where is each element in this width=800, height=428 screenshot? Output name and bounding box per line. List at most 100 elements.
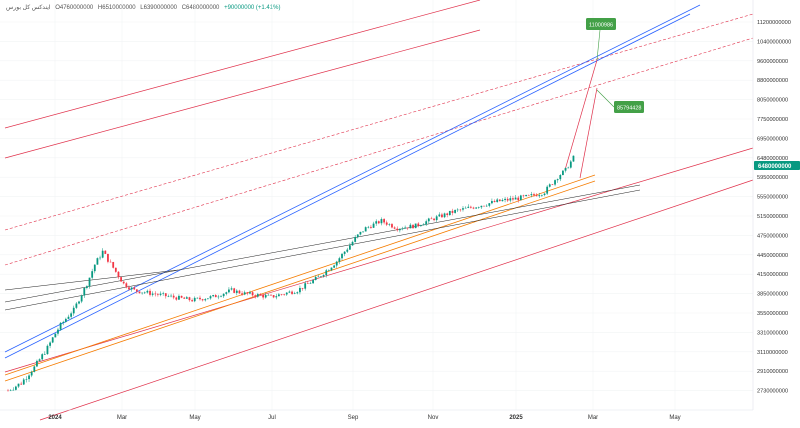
candle-body [125,283,128,288]
candle [270,294,272,296]
candle-body [412,224,414,229]
candle [430,216,433,220]
candle [251,290,254,297]
candle-body [309,283,312,284]
candle-body [480,205,483,208]
candle-body [506,198,509,201]
candle-body [49,342,51,346]
candle [475,207,478,209]
candle [225,291,228,296]
candle-body [377,221,380,224]
candle-body [372,223,375,228]
candle-body [33,366,36,372]
candle [572,155,575,162]
candle-body [401,228,404,230]
candle [25,376,28,383]
candle-body [88,277,91,287]
candle-body [243,292,246,295]
candle [451,208,454,216]
candle-body [388,224,391,225]
target-box-lower[interactable]: 85794428 [614,101,644,113]
candle-body [167,296,170,297]
y-tick-label: 6480000000 [757,156,788,162]
candle [157,293,159,297]
candle-body [291,291,293,294]
candle [143,291,146,294]
candle-body [396,228,399,231]
candle-body [185,297,188,299]
black-trend-3 [4,269,179,291]
candle-body [341,253,343,259]
candle-body [417,223,420,226]
candle [228,287,230,294]
target-lower-label: 85794428 [617,106,641,112]
candle [385,220,388,227]
candle [33,365,36,373]
candle [20,381,23,385]
candle-body [433,218,435,221]
blue-channel-top [4,4,701,353]
candle [341,252,343,261]
candle [396,226,399,232]
candle [277,293,280,297]
low-value: L6390000000 [140,5,178,11]
candle-body [327,270,330,271]
candle-body [546,186,549,194]
candle-body [78,301,80,304]
candle [130,286,133,292]
candle [280,293,283,296]
candle [220,294,222,298]
candle [291,290,293,296]
candle [469,205,472,209]
candle [420,224,422,227]
candle [546,185,549,196]
candle-body [199,297,201,300]
candle [146,289,149,294]
target-box-upper[interactable]: 11000986 [586,18,616,30]
candle-body [443,213,446,218]
candle-body [314,276,317,281]
candle [564,167,567,173]
candle [501,198,504,202]
candle [135,289,138,294]
candle-body [86,286,88,288]
candle-body [17,383,20,387]
candle [233,287,236,294]
candle [172,293,175,300]
candle [425,219,428,227]
candle [359,231,362,236]
candle-body [275,296,278,298]
candle-body [438,214,441,217]
candle [133,286,136,291]
candle [230,286,233,291]
candle [327,269,330,271]
candle-body [175,297,178,300]
candle-body [464,207,467,209]
candle [107,253,109,264]
candle [288,290,291,293]
candle [335,260,338,268]
candle-body [241,293,243,295]
candle-body [320,276,322,277]
red-dashed-2 [4,37,754,266]
candle-body [225,292,228,294]
y-tick-label: 7750000000 [757,117,788,123]
candle [57,327,59,336]
candle-body [83,287,86,296]
candle-body [414,223,417,229]
candle-body [483,205,485,207]
candle-body [75,303,78,308]
y-tick-label: 5950000000 [757,175,788,181]
candle-body [28,375,30,380]
x-tick-label: Nov [428,415,439,421]
candle [504,196,506,203]
candle [562,170,564,176]
candle [238,289,241,295]
candle [351,240,354,246]
candle-body [477,207,480,208]
candle-body [304,283,307,289]
open-value: O4760000000 [55,5,94,11]
candle-body [204,299,207,301]
candle-body [135,289,138,292]
